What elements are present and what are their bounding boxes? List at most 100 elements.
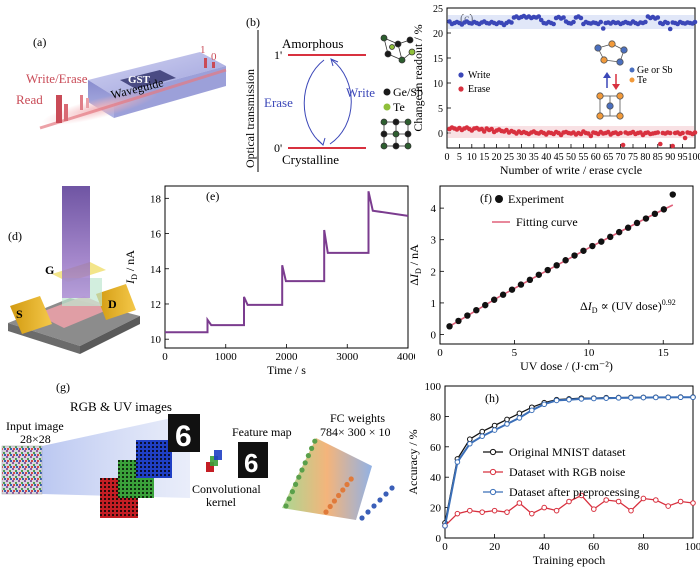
fc-hidden-node <box>327 503 333 510</box>
conv-kernel-green <box>210 456 218 466</box>
x-tick-label: 30 <box>516 152 526 163</box>
experiment-point <box>517 281 525 288</box>
crystalline-lattice-icon-c <box>596 92 624 120</box>
series-line-2 <box>444 396 693 526</box>
x-tick-label: 70 <box>616 152 626 163</box>
amorphous-lattice-icon <box>380 34 416 64</box>
panel-h-label: (h) <box>485 391 499 405</box>
series-point-1 <box>677 498 684 505</box>
x-tick-label: 3000 <box>336 351 359 363</box>
current-trace <box>165 191 409 334</box>
write-pulse <box>80 95 83 110</box>
y-tick-label: 15 <box>433 54 443 65</box>
panel-d-label: (d) <box>8 229 22 243</box>
series-point-1 <box>578 492 585 499</box>
x-tick-label: 60 <box>588 541 600 553</box>
experiment-point <box>580 247 587 254</box>
blue-channel-image <box>136 440 172 478</box>
experiment-point <box>490 296 498 303</box>
legend-label-experiment: Experiment <box>508 192 565 206</box>
series-point-1 <box>541 504 547 511</box>
x-tick-label: 95 <box>678 152 688 163</box>
legend-label-1: Dataset with RGB noise <box>509 465 625 479</box>
panel-a-label: (a) <box>33 35 46 49</box>
series-point-2 <box>578 396 585 402</box>
series-point-2 <box>491 427 498 433</box>
legend-marker-1 <box>489 468 497 476</box>
y-tick-label: 12 <box>150 299 161 311</box>
experiment-point <box>669 191 676 198</box>
y-tick-label: 0 <box>431 330 437 342</box>
y-tick-label: 80 <box>430 411 442 423</box>
legend-marker-experiment <box>495 195 503 203</box>
y-tick-label: 25 <box>433 4 443 15</box>
experiment-point <box>607 233 614 241</box>
gesb-legend-dot-c <box>629 67 635 73</box>
substrate-front <box>80 316 140 354</box>
x-tick-label: 15 <box>658 347 670 359</box>
source-label: S <box>16 307 23 321</box>
fc-output-node <box>371 503 377 509</box>
x-tick-label: 40 <box>539 541 551 553</box>
series-point-1 <box>516 500 523 506</box>
amorphous-label: Amorphous <box>282 36 343 51</box>
fc-weight-bands <box>282 438 372 520</box>
data-point-write <box>692 19 698 25</box>
series-point-1 <box>454 510 461 517</box>
y-tick-label: 20 <box>433 29 443 40</box>
fc-input-node <box>286 496 292 502</box>
x-tick-label: 80 <box>640 152 650 163</box>
x-axis-label-h: Training epoch <box>533 553 606 567</box>
series-point-2 <box>628 394 634 401</box>
legend-label-write: Write <box>468 70 491 81</box>
source-electrode <box>10 296 52 334</box>
experiment-point <box>598 238 605 245</box>
conv-kernel-label-1: Convolutional <box>192 482 261 496</box>
series-point-2 <box>454 459 461 465</box>
data-point-write <box>655 15 661 20</box>
fc-input-node <box>293 481 299 487</box>
x-axis-label-c: Number of write / erase cycle <box>500 163 642 175</box>
experiment-point <box>473 306 480 314</box>
write-label: Write <box>346 85 375 100</box>
fc-input-node <box>299 467 305 473</box>
experiment-point <box>571 252 578 259</box>
experiment-point <box>446 323 453 330</box>
experiment-point <box>508 286 516 293</box>
x-tick-label: 65 <box>603 152 613 163</box>
data-point-erase <box>680 130 685 136</box>
erase-direction-arrowhead <box>612 84 620 90</box>
erase-arrow <box>303 59 325 145</box>
experiment-point <box>535 271 543 278</box>
input-image <box>1 445 43 495</box>
x-tick-label: 0 <box>445 152 450 163</box>
y-tick-label: 3 <box>431 235 437 247</box>
series-point-2 <box>479 433 485 439</box>
panel-g-label: (g) <box>56 380 70 394</box>
x-tick-label: 0 <box>442 541 448 553</box>
x-tick-label: 15 <box>479 152 489 163</box>
data-point-write <box>578 15 584 21</box>
fc-output-node <box>389 485 395 491</box>
fc-hidden-node <box>344 481 350 488</box>
y-tick-label: 2 <box>431 266 437 278</box>
fc-input-node <box>283 503 289 509</box>
feature-map-digit: 6 <box>244 448 258 478</box>
fc-output-node <box>377 497 383 503</box>
series-point-2 <box>665 394 672 401</box>
panel-a-illustration: (a) Write/Erase Read GST Waveguide 1 0 <box>16 35 227 130</box>
series-point-1 <box>690 500 696 506</box>
series-point-1 <box>479 509 485 515</box>
experiment-point <box>464 312 471 319</box>
series-point-2 <box>603 395 609 401</box>
experiment-point <box>633 219 641 227</box>
data-point-write <box>667 26 673 32</box>
experiment-point <box>455 317 462 325</box>
x-tick-label: 0 <box>162 351 168 363</box>
conv-kernel-label-2: kernel <box>206 495 237 509</box>
input-size-label: 28×28 <box>20 432 51 446</box>
x-tick-label: 85 <box>653 152 663 163</box>
plot-frame-h <box>444 385 694 539</box>
y-tick-label: 18 <box>150 193 162 205</box>
legend-marker-0 <box>489 448 497 456</box>
